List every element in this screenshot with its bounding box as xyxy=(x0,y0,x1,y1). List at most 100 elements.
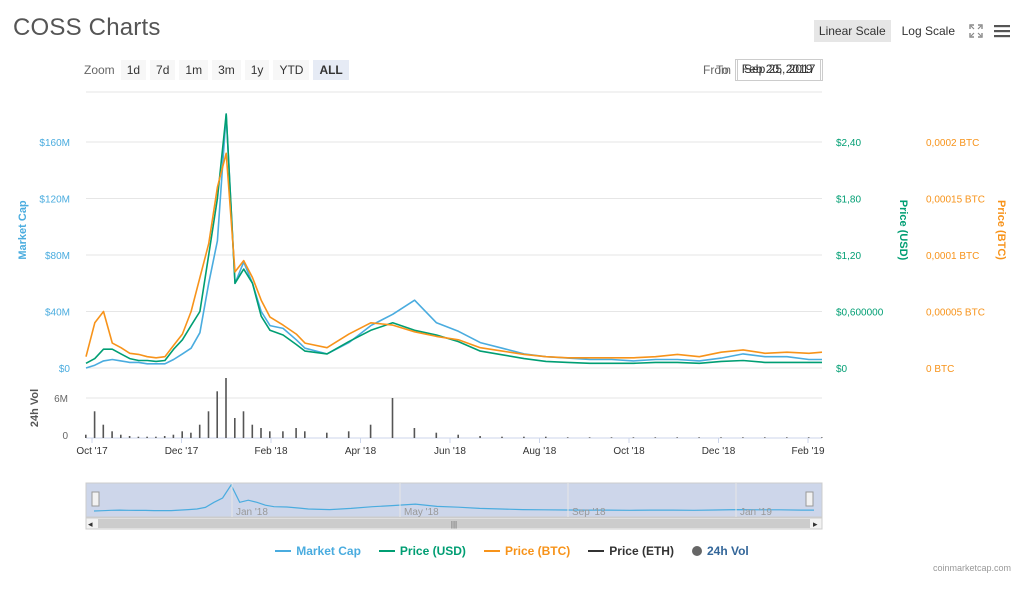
volume-bar xyxy=(545,436,547,438)
fullscreen-icon[interactable] xyxy=(966,22,986,40)
volume-tick-label: 0 xyxy=(62,431,68,442)
x-tick-label: Oct '18 xyxy=(613,446,645,457)
volume-bar xyxy=(102,424,105,438)
zoom-1d-button[interactable]: 1d xyxy=(120,60,147,80)
legend-label: 24h Vol xyxy=(706,544,749,558)
price-chart[interactable]: $0 $40M $80M $120M $160M Market Cap $0 $0,60000… xyxy=(0,0,1024,540)
volume-bar xyxy=(225,378,227,438)
market-cap-tick-label: $0 xyxy=(59,364,71,375)
volume-tick-label: 6M xyxy=(54,394,68,405)
volume-bar xyxy=(391,398,394,438)
page-title: COSS Charts xyxy=(13,14,161,41)
linear-scale-button[interactable]: Linear Scale xyxy=(813,20,891,42)
market-cap-line xyxy=(85,113,822,369)
volume-bar xyxy=(369,424,372,438)
legend-label: Price (USD) xyxy=(399,544,466,558)
volume-bar xyxy=(207,411,210,438)
legend-item-market-cap[interactable]: Market Cap xyxy=(275,544,361,558)
volume-axis-title: 24h Vol xyxy=(29,389,41,427)
volume-bar xyxy=(435,432,438,438)
price-eth-swatch xyxy=(588,550,605,552)
navigator-mask xyxy=(85,482,823,518)
volume-bar xyxy=(181,431,183,438)
volume-bar xyxy=(251,424,254,438)
zoom-1m-button[interactable]: 1m xyxy=(179,60,209,80)
price-usd-tick-label: $2,40 xyxy=(836,138,861,149)
zoom-3m-button[interactable]: 3m xyxy=(212,60,241,80)
navigator-handle[interactable] xyxy=(91,491,100,507)
volume-bar xyxy=(654,437,657,438)
volume-bar xyxy=(93,411,96,438)
scrollbar-grip-icon: ||| xyxy=(451,520,457,529)
legend-item-24h-vol[interactable]: 24h Vol xyxy=(691,544,749,558)
to-label: To xyxy=(716,63,729,77)
legend-item-price-eth[interactable]: Price (ETH) xyxy=(588,544,674,558)
volume-bar xyxy=(163,436,166,438)
volume-bar xyxy=(128,436,131,438)
zoom-label: Zoom xyxy=(84,63,115,77)
scroll-left-arrow-icon[interactable]: ◂ xyxy=(88,519,93,529)
price-usd-tick-label: $0 xyxy=(836,364,848,375)
volume-bar xyxy=(786,437,788,438)
price-usd-swatch xyxy=(378,550,395,552)
volume-bar xyxy=(632,437,635,438)
market-cap-tick-label: $160M xyxy=(39,138,70,149)
zoom-7d-button[interactable]: 7d xyxy=(150,60,176,80)
price-btc-swatch xyxy=(483,550,500,552)
price-btc-tick-label: 0 BTC xyxy=(926,364,954,375)
navigator-scrollbar-thumb[interactable] xyxy=(98,519,810,528)
x-tick-label: Jun '18 xyxy=(434,446,466,457)
volume-bar xyxy=(742,437,744,438)
volume-bar xyxy=(821,437,823,438)
navigator-label: Sep '18 xyxy=(572,507,606,518)
price-btc-tick-label: 0,00005 BTC xyxy=(926,308,985,319)
price-usd-tick-label: $0,600000 xyxy=(836,308,884,319)
legend-label: Price (BTC) xyxy=(504,544,571,558)
zoom-all-button[interactable]: ALL xyxy=(313,60,349,80)
scroll-right-arrow-icon[interactable]: ▸ xyxy=(813,519,818,529)
navigator-handle[interactable] xyxy=(805,491,814,507)
volume-bar xyxy=(523,436,525,438)
navigator-label: Jan '19 xyxy=(740,507,772,518)
zoom-1y-button[interactable]: 1y xyxy=(244,60,270,80)
legend-item-price-usd[interactable]: Price (USD) xyxy=(378,544,466,558)
volume-bar xyxy=(234,418,236,438)
credits-link[interactable]: coinmarketcap.com xyxy=(932,563,1011,573)
volume-bar xyxy=(155,436,157,438)
volume-bar xyxy=(457,434,459,438)
navigator-label: May '18 xyxy=(404,507,439,518)
legend-item-price-btc[interactable]: Price (BTC) xyxy=(483,544,571,558)
volume-bar xyxy=(172,434,175,438)
log-scale-button[interactable]: Log Scale xyxy=(901,24,955,38)
price-usd-line xyxy=(85,113,822,365)
hamburger-menu-icon[interactable] xyxy=(992,22,1012,40)
volume-bar xyxy=(588,437,591,438)
navigator-series-line xyxy=(93,483,814,512)
volume-bar xyxy=(501,436,503,438)
volume-bar xyxy=(198,424,201,438)
volume-bar xyxy=(242,411,245,438)
x-tick-label: Feb '18 xyxy=(254,446,287,457)
volume-bar xyxy=(676,437,678,438)
volume-bar xyxy=(85,434,87,438)
zoom-ytd-button[interactable]: YTD xyxy=(273,60,310,80)
chart-toolbar: Linear Scale Log Scale xyxy=(813,20,1012,42)
volume-bar xyxy=(295,428,297,438)
volume-bar xyxy=(807,437,810,438)
price-btc-axis-title: Price (BTC) xyxy=(995,200,1007,260)
market-cap-swatch xyxy=(275,550,292,552)
x-tick-label: Aug '18 xyxy=(523,446,557,457)
volume-bar xyxy=(326,432,328,438)
volume-bar xyxy=(146,436,148,438)
legend-label: Price (ETH) xyxy=(609,544,674,558)
x-tick-label: Feb '19 xyxy=(791,446,824,457)
volume-bar xyxy=(190,432,192,438)
volume-bar xyxy=(479,436,481,438)
to-date-input[interactable]: Feb 20, 2019 xyxy=(734,59,821,81)
price-usd-tick-label: $1,20 xyxy=(836,251,861,262)
volume-bar xyxy=(260,428,262,438)
volume-bar xyxy=(120,434,122,438)
market-cap-tick-label: $120M xyxy=(39,195,70,206)
volume-bar xyxy=(216,391,218,438)
volume-bar xyxy=(282,431,284,438)
